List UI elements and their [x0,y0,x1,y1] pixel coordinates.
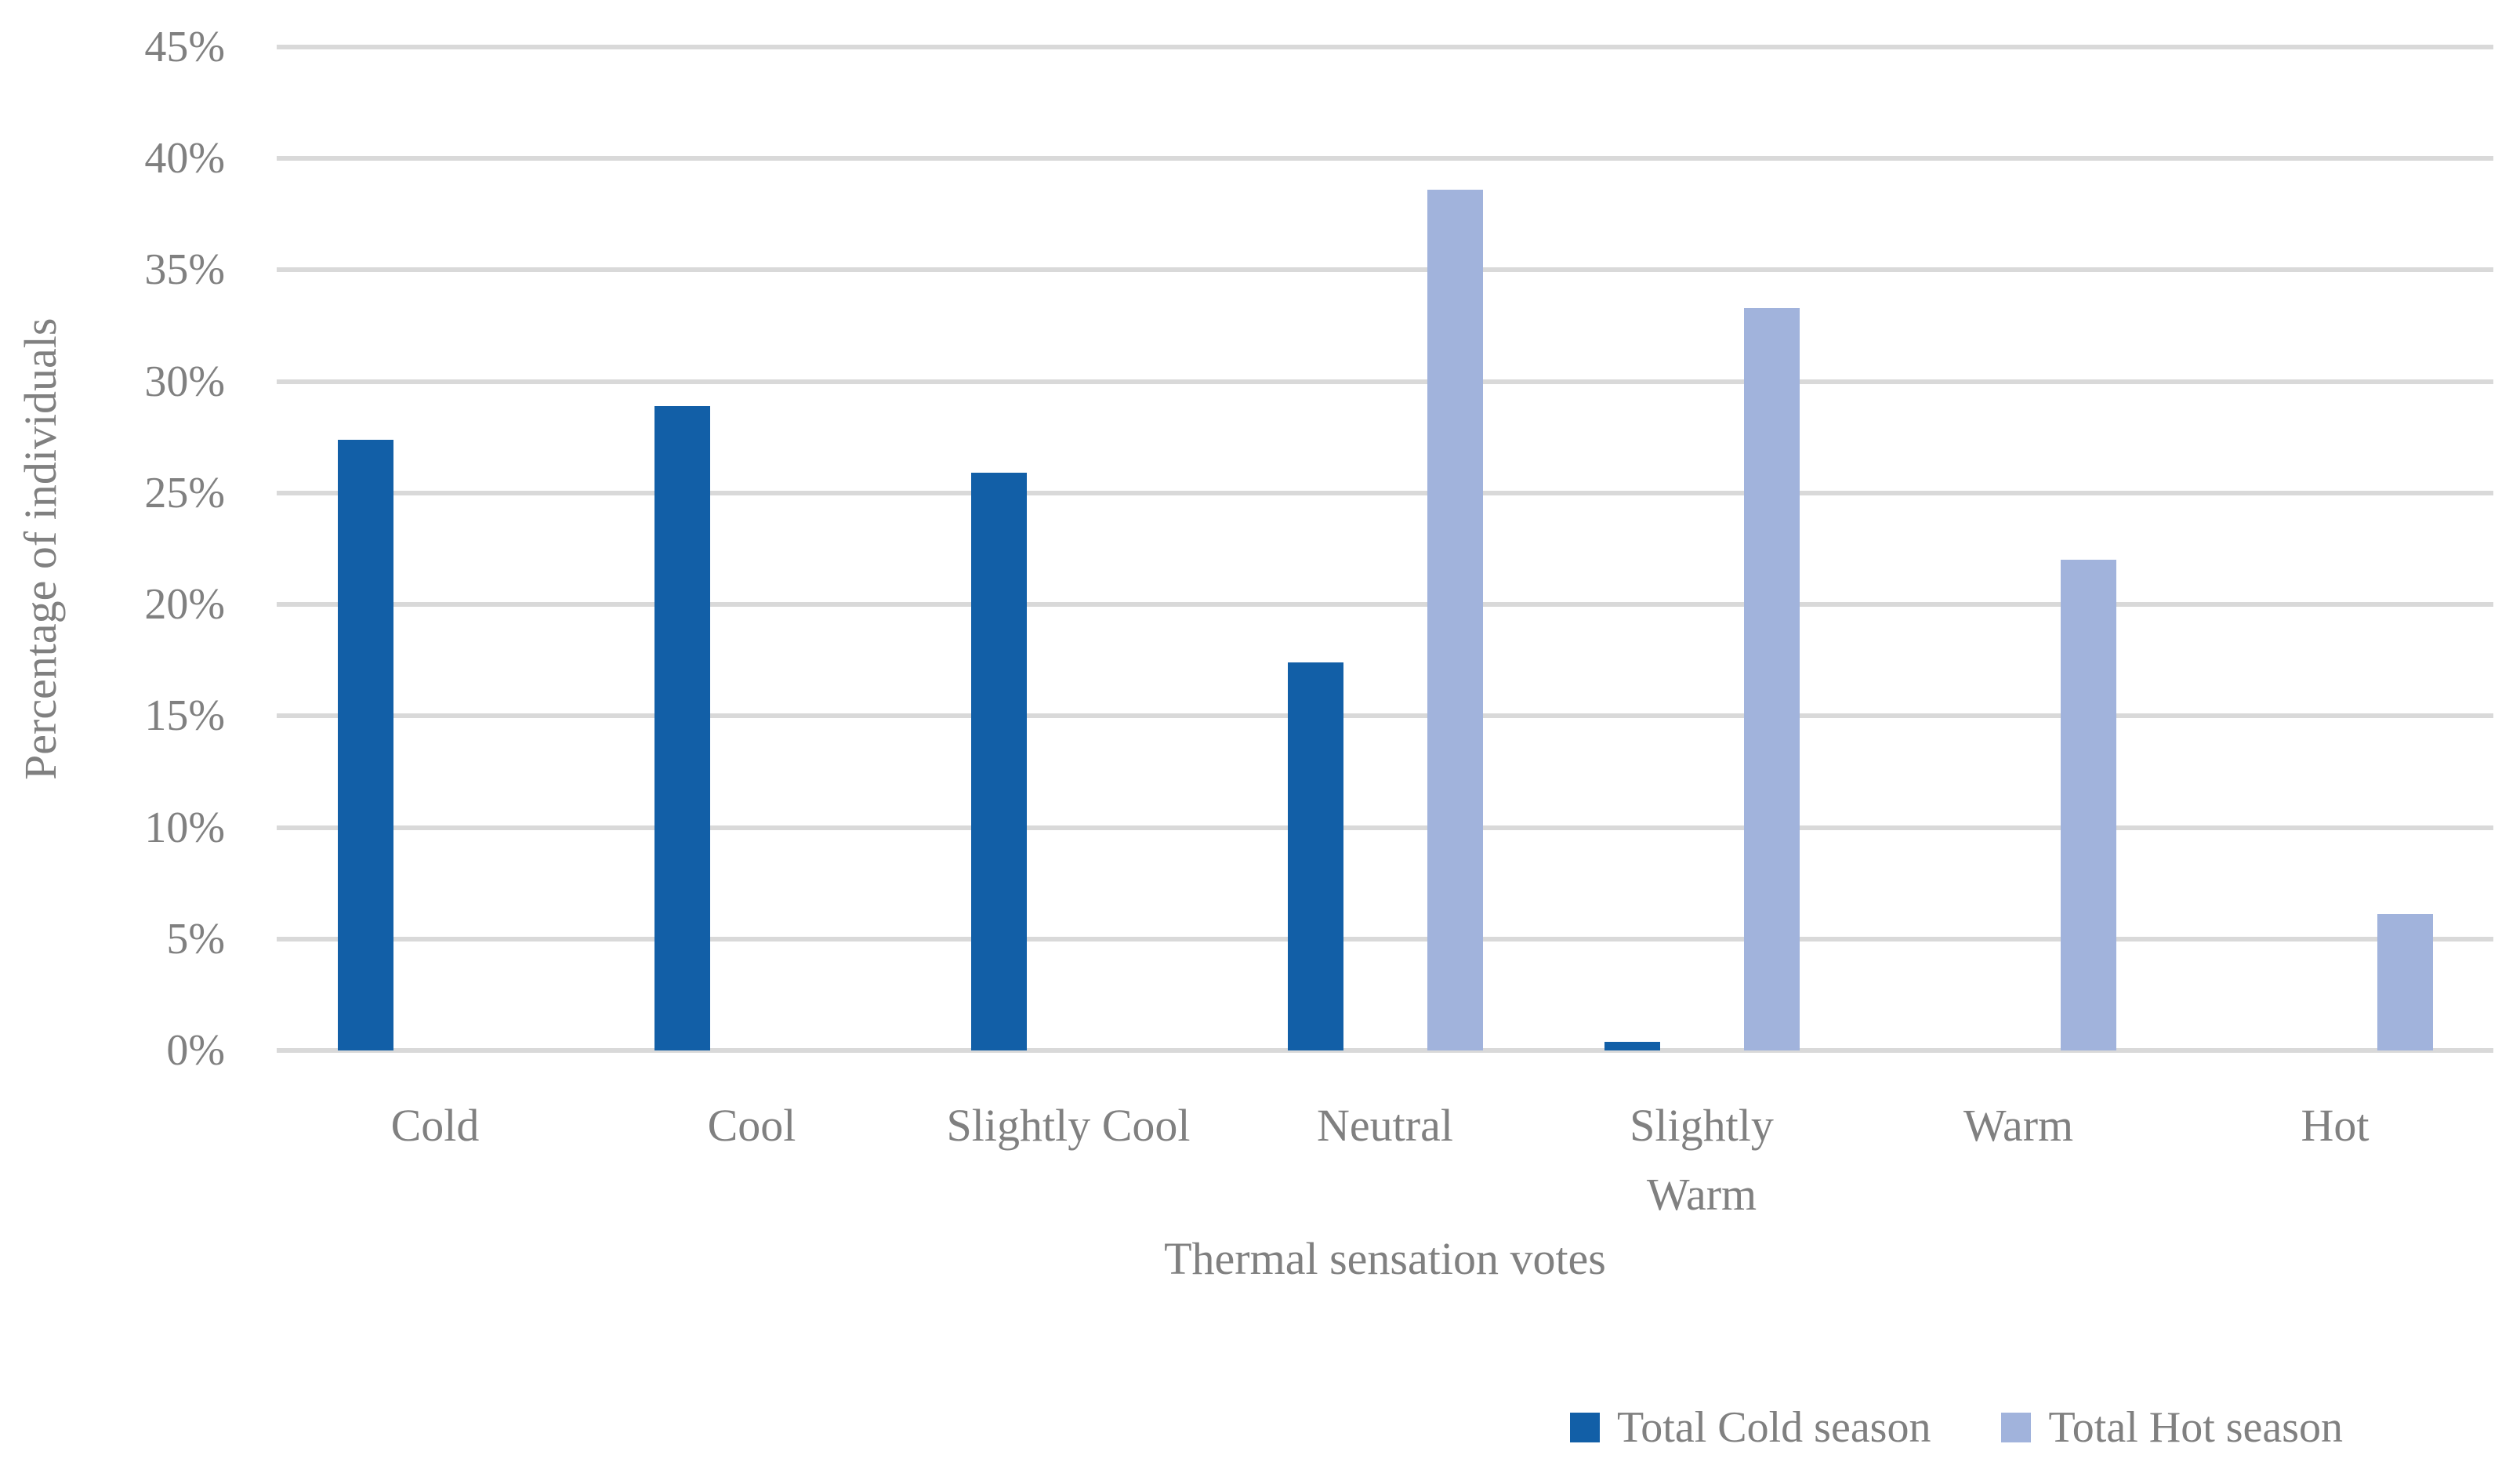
y-tick-label-0pct: 0% [166,1026,225,1075]
gridline-45pct [277,45,2493,49]
bar-total-hot-season-neutral [1427,190,1483,1050]
y-tick-label-40pct: 40% [144,134,225,183]
x-category-label-neutral: Neutral [1317,1100,1453,1151]
gridline-15pct [277,713,2493,719]
y-tick-label-10pct: 10% [144,803,225,852]
x-category-label-warm: Warm [1963,1100,2074,1151]
bar-total-cold-season-slightly-warm [1604,1041,1660,1050]
y-tick-label-25pct: 25% [144,468,225,517]
bar-total-hot-season-slightly-warm [1743,307,1800,1050]
bar-total-cold-season-neutral [1287,662,1343,1050]
legend-item-total-hot-season: Total Hot season [2001,1402,2343,1453]
gridline-40pct [277,156,2493,161]
bar-total-cold-season-cool [654,405,710,1050]
x-axis-title: Thermal sensation votes [1164,1233,1606,1284]
legend-label: Total Hot season [2048,1403,2344,1452]
legend: Total Cold season Total Hot season [1570,1403,2343,1452]
legend-label: Total Cold season [1617,1403,1931,1452]
gridline-0pct [277,1048,2493,1053]
gridline-35pct [277,267,2493,273]
bar-total-cold-season-slightly-cool [970,473,1027,1050]
y-tick-label-5pct: 5% [166,914,225,963]
x-category-label-cool: Cool [707,1100,796,1151]
gridline-20pct [277,602,2493,608]
bar-total-hot-season-hot [2377,914,2433,1050]
y-tick-label-20pct: 20% [144,580,225,629]
legend-marker-icon [2001,1413,2032,1442]
gridline-5pct [277,936,2493,941]
y-tick-label-45pct: 45% [144,23,225,71]
legend-marker-icon [1570,1413,1600,1442]
y-tick-label-30pct: 30% [144,357,225,406]
x-category-label-slightly-warm: Slightly Warm [1630,1100,1774,1220]
x-category-label-hot: Hot [2301,1100,2370,1151]
y-tick-label-35pct: 35% [144,245,225,295]
gridline-30pct [277,379,2493,384]
bar-total-hot-season-warm [2060,560,2116,1050]
legend-item-total-cold-season: Total Cold season [1570,1402,1931,1453]
x-category-label-slightly-cool: Slightly Cool [946,1100,1191,1151]
bar-total-cold-season-cold [337,439,393,1050]
gridline-25pct [277,490,2493,495]
y-tick-label-15pct: 15% [144,691,225,741]
gridline-10pct [277,825,2493,830]
x-category-label-cold: Cold [390,1100,480,1151]
y-axis-title: Percentage of individuals [15,317,66,780]
